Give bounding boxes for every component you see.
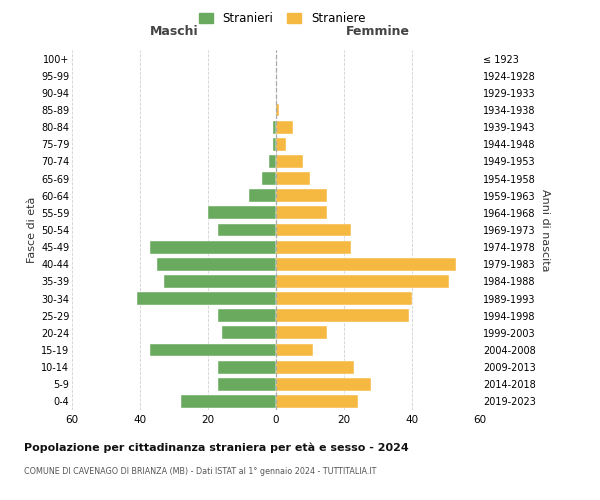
Bar <box>272 120 276 134</box>
Bar <box>208 206 276 220</box>
Bar <box>137 292 276 305</box>
Bar <box>218 224 276 236</box>
Bar <box>218 378 276 390</box>
Bar <box>276 360 354 374</box>
Bar <box>218 310 276 322</box>
Y-axis label: Fasce di età: Fasce di età <box>26 197 37 263</box>
Text: Popolazione per cittadinanza straniera per età e sesso - 2024: Popolazione per cittadinanza straniera p… <box>24 442 409 453</box>
Bar <box>276 172 310 185</box>
Bar <box>181 395 276 408</box>
Bar <box>249 190 276 202</box>
Bar <box>276 155 303 168</box>
Bar <box>218 360 276 374</box>
Y-axis label: Anni di nascita: Anni di nascita <box>540 188 550 271</box>
Bar <box>276 258 456 270</box>
Bar <box>276 378 371 390</box>
Bar <box>221 326 276 340</box>
Bar <box>276 344 313 356</box>
Bar <box>150 240 276 254</box>
Bar <box>262 172 276 185</box>
Text: Femmine: Femmine <box>346 25 410 38</box>
Bar <box>276 224 351 236</box>
Bar <box>157 258 276 270</box>
Bar <box>276 240 351 254</box>
Bar <box>150 344 276 356</box>
Bar <box>276 395 358 408</box>
Bar <box>276 326 327 340</box>
Text: Maschi: Maschi <box>149 25 199 38</box>
Bar <box>276 275 449 288</box>
Bar <box>276 104 280 117</box>
Bar <box>276 310 409 322</box>
Bar <box>276 138 286 150</box>
Legend: Stranieri, Straniere: Stranieri, Straniere <box>195 8 369 28</box>
Bar <box>276 292 412 305</box>
Bar <box>276 120 293 134</box>
Text: COMUNE DI CAVENAGO DI BRIANZA (MB) - Dati ISTAT al 1° gennaio 2024 - TUTTITALIA.: COMUNE DI CAVENAGO DI BRIANZA (MB) - Dat… <box>24 468 376 476</box>
Bar <box>269 155 276 168</box>
Bar <box>276 190 327 202</box>
Bar <box>164 275 276 288</box>
Bar <box>272 138 276 150</box>
Bar <box>276 206 327 220</box>
